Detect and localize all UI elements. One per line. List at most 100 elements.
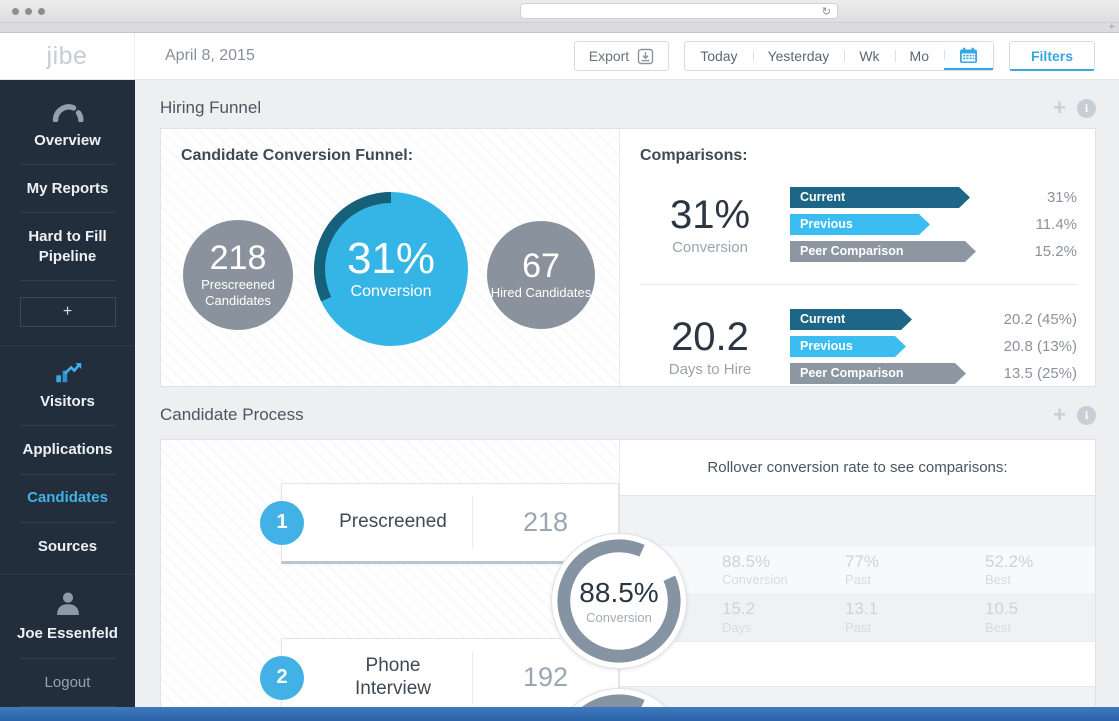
- conversion-funnel-panel: Candidate Conversion Funnel: 218 Prescre…: [161, 129, 620, 386]
- hiring-funnel-title: Hiring Funnel: [160, 98, 262, 117]
- range-yesterday[interactable]: Yesterday: [752, 42, 845, 70]
- gauge-icon: [52, 104, 84, 122]
- cell-label: Conversion: [722, 572, 788, 588]
- export-button[interactable]: Export: [573, 41, 670, 71]
- comparison-cell: 88.5% Conversion: [722, 552, 845, 587]
- conversion-ring: [557, 539, 681, 663]
- step-value: 218: [522, 507, 569, 537]
- bar-value: 11.4%: [1035, 216, 1077, 233]
- add-widget-icon[interactable]: +: [1053, 95, 1066, 120]
- sidebar-divider: [19, 473, 116, 475]
- sidebar-section-separator: [0, 574, 135, 576]
- comparisons-title: Comparisons:: [640, 147, 748, 164]
- trending-chart-icon: [55, 363, 81, 383]
- logo-box: jibe: [0, 33, 135, 79]
- bottom-accent-bar: [0, 707, 1119, 721]
- browser-tab-strip: +: [0, 21, 1119, 33]
- step-divider: [472, 496, 473, 549]
- range-week[interactable]: Wk: [844, 42, 894, 70]
- new-tab-button[interactable]: +: [1108, 21, 1115, 33]
- cell-label: Past: [845, 619, 872, 635]
- add-report-button[interactable]: +: [19, 296, 116, 327]
- candidate-process-card: 1 Prescreened 218 2 Phone Interview 192 …: [160, 439, 1096, 721]
- comparison-value: 31%: [669, 192, 751, 237]
- comparison-band: [620, 496, 1095, 545]
- cell-label: Days: [722, 619, 752, 635]
- process-step-prescreened[interactable]: 1 Prescreened 218: [260, 483, 619, 564]
- comparisons-divider: [640, 284, 1077, 285]
- range-today[interactable]: Today: [700, 48, 738, 64]
- calendar-icon: [959, 47, 977, 63]
- sidebar-section-separator: [0, 344, 135, 346]
- cell-label: Past: [845, 572, 872, 588]
- conversion-rate-badge[interactable]: 88.5% Conversion: [551, 533, 687, 669]
- range-month[interactable]: Mo: [894, 42, 944, 70]
- sidebar-item-applications[interactable]: Applications: [22, 441, 113, 459]
- current-bar[interactable]: Current: [790, 309, 912, 330]
- reload-icon[interactable]: ↻: [821, 5, 831, 18]
- sidebar-item-my-reports[interactable]: My Reports: [26, 179, 109, 197]
- user-avatar-icon: [56, 592, 79, 616]
- cell-value: 52.2%: [985, 551, 1034, 571]
- comparison-bar-row: Previous 20.8 (13%): [790, 336, 1077, 357]
- stage-label: Prescreened Candidates: [201, 276, 275, 308]
- bar-value: 13.5 (25%): [1003, 365, 1077, 382]
- rollover-hint: Rollover conversion rate to see comparis…: [620, 440, 1095, 496]
- sidebar-divider: [19, 425, 116, 427]
- cell-label: Best: [985, 572, 1012, 588]
- sidebar-divider: [19, 212, 116, 214]
- logout-button[interactable]: Logout: [44, 673, 91, 691]
- sidebar-item-overview[interactable]: Overview: [34, 131, 101, 149]
- step-value: 192: [522, 662, 569, 692]
- window-controls[interactable]: [12, 7, 45, 15]
- info-icon[interactable]: i: [1077, 98, 1096, 118]
- main-content: Hiring Funnel + i Candidate Conversion F…: [135, 80, 1119, 721]
- candidate-process-title: Candidate Process: [160, 405, 304, 424]
- sidebar-divider: [19, 706, 116, 707]
- range-calendar[interactable]: [943, 42, 993, 70]
- process-step-phone-interview[interactable]: 2 Phone Interview 192: [260, 638, 619, 719]
- conversion-donut: [314, 192, 468, 346]
- cell-value: 10.5: [985, 599, 1019, 619]
- bar-value: 20.8 (13%): [1003, 338, 1077, 355]
- sidebar-item-candidates[interactable]: Candidates: [27, 489, 108, 507]
- comparison-cell: 10.5 Best: [985, 599, 1095, 634]
- comparison-bar-row: Previous 11.4%: [790, 214, 1077, 235]
- filters-button[interactable]: Filters: [1008, 41, 1095, 71]
- sidebar-divider: [19, 164, 116, 165]
- download-icon: [638, 48, 654, 64]
- bar-value: 20.2 (45%): [1003, 311, 1077, 328]
- cell-value: 15.2: [722, 599, 756, 619]
- date-range-segmented-control: Today Yesterday Wk Mo: [684, 41, 994, 71]
- step-label: Phone Interview: [282, 655, 472, 700]
- add-widget-icon[interactable]: +: [1053, 402, 1066, 427]
- badge-label: Conversion: [586, 610, 652, 625]
- sidebar-divider: [19, 657, 116, 659]
- sidebar-item-hard-to-fill[interactable]: Hard to Fill Pipeline: [28, 228, 107, 265]
- cell-value: 77%: [845, 551, 880, 571]
- user-name: Joe Essenfeld: [17, 625, 118, 643]
- comparison-group-conversion: 31% Conversion Current 31% Previous 11.4…: [620, 165, 1095, 280]
- comparison-cell: 15.2 Days: [722, 599, 845, 634]
- comparison-cell: 77% Past: [845, 552, 985, 587]
- sidebar-item-visitors[interactable]: Visitors: [40, 392, 95, 410]
- previous-bar[interactable]: Previous: [790, 214, 930, 235]
- comparison-bar-row: Peer Comparison 13.5 (25%): [790, 363, 1077, 384]
- peer-comparison-bar[interactable]: Peer Comparison: [790, 363, 966, 384]
- badge-value: 88.5%: [579, 577, 659, 608]
- current-bar[interactable]: Current: [790, 187, 970, 208]
- info-icon[interactable]: i: [1077, 405, 1096, 425]
- stage-value: 218: [209, 238, 267, 277]
- comparison-label: Days to Hire: [668, 360, 752, 378]
- conversion-ring: [557, 694, 681, 721]
- sidebar-item-sources[interactable]: Sources: [37, 537, 98, 555]
- comparison-cell: 13.1 Past: [845, 599, 985, 634]
- sidebar-divider: [19, 280, 116, 281]
- jibe-logo[interactable]: jibe: [46, 41, 88, 70]
- step-label-text: Prescreened: [339, 511, 447, 533]
- process-steps-panel: 1 Prescreened 218 2 Phone Interview 192: [161, 440, 620, 721]
- peer-comparison-bar[interactable]: Peer Comparison: [790, 241, 976, 262]
- url-bar[interactable]: ↻: [520, 3, 838, 19]
- previous-bar[interactable]: Previous: [790, 336, 906, 357]
- step-label: Prescreened: [282, 511, 472, 533]
